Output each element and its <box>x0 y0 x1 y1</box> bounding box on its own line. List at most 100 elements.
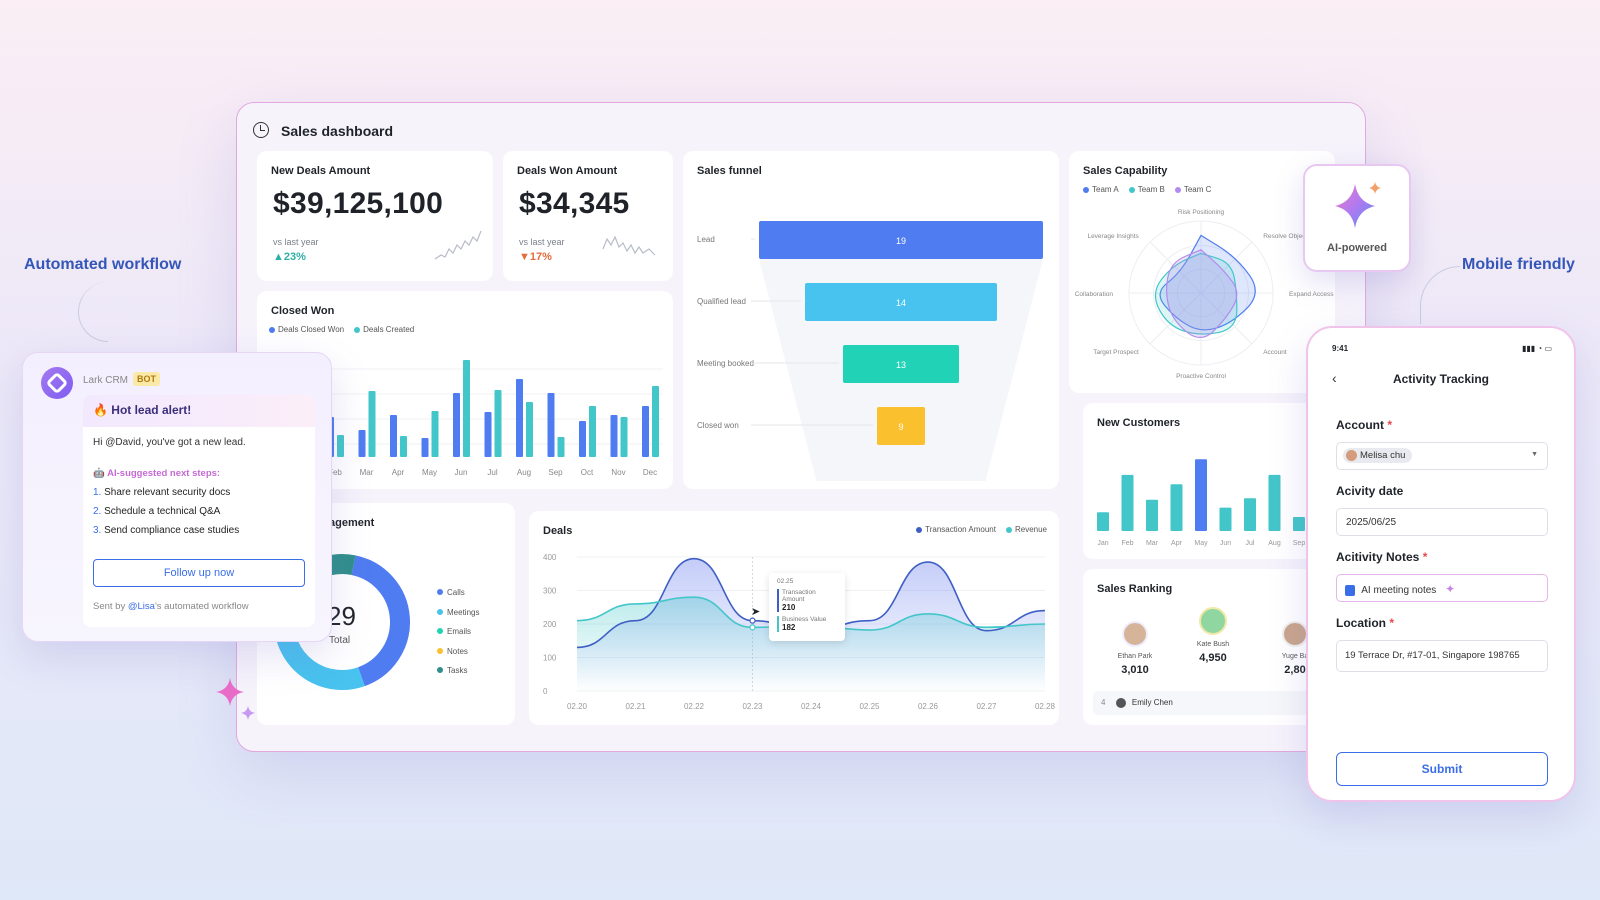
alert-title: 🔥 Hot lead alert! <box>83 395 315 427</box>
tick-label: Feb <box>328 468 342 477</box>
avatar <box>1115 698 1126 708</box>
bar <box>620 417 628 457</box>
ranking-value: 2,80 <box>1284 664 1306 676</box>
deals-card[interactable]: Deals Transaction Amount Revenue 0 100 200… <box>529 511 1059 725</box>
bar <box>1244 498 1256 531</box>
sales-capability-card[interactable]: Sales Capability Team A Team B Team C Ri… <box>1069 151 1335 393</box>
legend-item: Deals Created <box>354 325 414 334</box>
funnel-bar <box>805 283 997 321</box>
deals-line-chart: 0 100 200 300 400 02.20 02.21 02.22 02.23 02.24 02… <box>543 553 1056 711</box>
tick-label: Mar <box>1146 540 1159 547</box>
avatar <box>1199 607 1227 635</box>
document-icon <box>1345 584 1355 596</box>
engagement-total-label: Total <box>329 635 351 646</box>
tick-label: 200 <box>543 620 557 629</box>
bar <box>1219 507 1232 531</box>
automated-workflow-label: Automated workflow <box>24 256 182 273</box>
tick-label: 02.22 <box>684 702 705 711</box>
ranking-value: 3,010 <box>1121 664 1149 676</box>
sparkle-icon <box>216 678 255 720</box>
alert-box: 🔥 Hot lead alert! Hi @David, you've got … <box>83 395 315 627</box>
signal-battery-icon: ▮▮▮ ◔ ▭ <box>1521 344 1552 353</box>
radar-label: Target Prospect <box>1093 349 1139 356</box>
ranking-name: Yuge Ba <box>1281 653 1309 660</box>
radar-axis <box>1149 241 1202 294</box>
chevron-down-icon: ▼ <box>1531 451 1538 458</box>
ranking-name: Ethan Park <box>1117 653 1153 660</box>
legend-item: Meetings <box>437 603 479 623</box>
back-icon[interactable]: ‹ <box>1332 370 1337 386</box>
legend-item: Deals Closed Won <box>269 325 344 334</box>
radar-label: Leverage Insights <box>1087 233 1139 240</box>
new-deals-card[interactable]: New Deals Amount $39,125,100 vs last yea… <box>257 151 493 281</box>
funnel-label: Qualified lead <box>697 297 746 306</box>
bar <box>610 415 618 457</box>
new-deals-vs: vs last year <box>273 237 319 247</box>
legend-item: Transaction Amount <box>916 525 996 534</box>
deals-won-sparkline <box>602 235 656 256</box>
tick-label: Jan <box>1097 540 1108 547</box>
ranking-rank: 4 <box>1101 698 1106 708</box>
radar-series <box>1166 249 1238 339</box>
sales-funnel-card[interactable]: Sales funnel Lead 19 Qualified lead 14 Meeti… <box>683 151 1059 489</box>
new-customers-card[interactable]: New Customers Jan Feb Mar Apr May Jun Jul Aug Se… <box>1083 403 1335 559</box>
sales-funnel-title: Sales funnel <box>697 165 762 177</box>
radar-label: Proactive Control <box>1176 373 1226 380</box>
ranking-row-name: Emily Chen <box>1131 698 1173 708</box>
dashboard-title: Sales dashboard <box>281 123 394 139</box>
account-select[interactable]: Melisa chu ▼ <box>1336 442 1548 470</box>
tick-label: Oct <box>581 468 594 477</box>
mobile-friendly-label: Mobile friendly <box>1462 256 1575 273</box>
tick-label: Aug <box>517 468 531 477</box>
follow-up-button[interactable]: Follow up now <box>93 559 305 587</box>
bar <box>526 402 533 457</box>
sales-ranking-card[interactable]: Sales Ranking Ethan Park 3,010 Kate Bush… <box>1083 569 1335 725</box>
bar <box>390 415 397 457</box>
tick-label: 02.24 <box>801 702 822 711</box>
funnel-bar <box>843 345 959 383</box>
radar-axis <box>1200 292 1253 345</box>
radar-label: Collaboration <box>1075 291 1114 298</box>
capability-radar-chart: Risk Positioning Resolve Objections Expand… <box>1075 209 1335 380</box>
avatar <box>1282 621 1308 647</box>
deals-won-delta: ▼17% <box>519 251 552 263</box>
radar-label: Risk Positioning <box>1178 209 1225 216</box>
bar <box>421 438 429 457</box>
funnel-label: Meeting booked <box>697 359 754 368</box>
new-deals-title: New Deals Amount <box>271 165 371 177</box>
bar <box>642 406 649 457</box>
sales-ranking-title: Sales Ranking <box>1097 583 1173 595</box>
sales-capability-title: Sales Capability <box>1083 165 1168 177</box>
tick-label: Jul <box>487 468 497 477</box>
ranking-person[interactable]: Ethan Park 3,010 <box>1115 621 1155 676</box>
tick-label: May <box>422 468 437 477</box>
legend-item: Notes <box>437 642 479 662</box>
tick-label: Sep <box>1293 540 1306 547</box>
avatar <box>1122 621 1148 647</box>
tick-label: 300 <box>543 587 557 596</box>
funnel-bar <box>759 221 1043 259</box>
donut-slice <box>351 555 410 687</box>
legend-item: Emails <box>437 622 479 642</box>
tick-label: Nov <box>611 468 625 477</box>
new-deals-delta: ▲23% <box>273 251 306 263</box>
data-point <box>749 624 756 631</box>
closed-won-title: Closed Won <box>271 305 335 317</box>
tick-label: 02.20 <box>567 702 588 711</box>
tick-label: Apr <box>1171 540 1183 547</box>
date-field[interactable]: 2025/06/25 <box>1336 508 1548 536</box>
date-label: Acivity date <box>1336 484 1404 498</box>
bot-message-card: Lark CRM BOT 🔥 Hot lead alert! Hi @David… <box>22 352 332 642</box>
location-field[interactable]: 19 Terrace Dr, #17-01, Singapore 198765 <box>1336 640 1548 672</box>
tooltip-date: 02.25 <box>777 578 794 585</box>
ranking-row[interactable]: 4 Emily Chen <box>1093 691 1323 715</box>
ranking-person[interactable]: Kate Bush 4,950 <box>1193 607 1233 664</box>
radar-label: Expand Access <box>1289 291 1334 298</box>
deals-won-card[interactable]: Deals Won Amount $34,345 vs last year ▼1… <box>503 151 673 281</box>
step-item: 3. Send compliance case studies <box>93 525 240 536</box>
funnel-bar <box>877 407 925 445</box>
submit-button[interactable]: Submit <box>1336 752 1548 786</box>
tick-label: Jul <box>1246 540 1255 547</box>
notes-field[interactable]: AI meeting notes ✦ <box>1336 574 1548 602</box>
series-area <box>577 597 1045 691</box>
